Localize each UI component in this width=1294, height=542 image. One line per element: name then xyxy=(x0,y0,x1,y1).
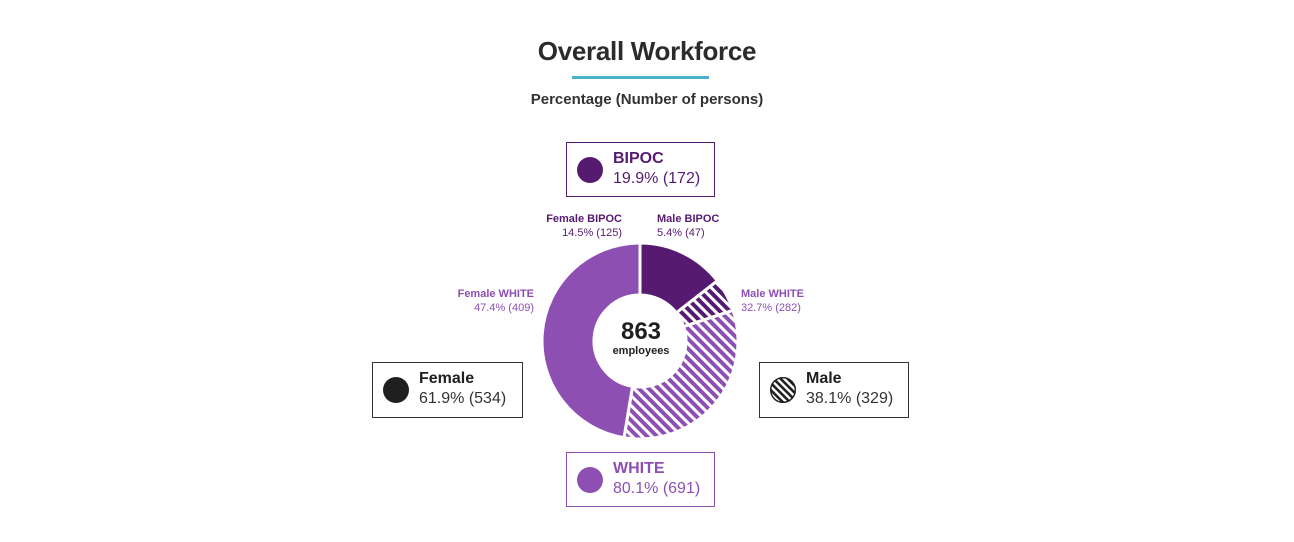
segment-name-female-bipoc: Female BIPOC xyxy=(546,213,622,225)
bipoc-dot-icon xyxy=(577,156,603,183)
center-label: employees xyxy=(612,345,670,357)
segment-name-female-white: Female WHITE xyxy=(457,288,534,300)
white-dot-icon xyxy=(577,466,603,493)
chart-subtitle: Percentage (Number of persons) xyxy=(530,91,764,108)
segment-value-female-white: 47.4% (409) xyxy=(474,302,534,314)
donut-slice-female-white xyxy=(540,241,642,440)
segment-name-male-white: Male WHITE xyxy=(741,288,804,300)
donut-slice-male-white xyxy=(622,308,740,441)
segment-label-male-bipoc: Male BIPOC 5.4% (47) xyxy=(657,212,757,240)
legend-white-value: 80.1% (691) xyxy=(613,480,701,497)
legend-male: Male 38.1% (329) xyxy=(759,362,909,418)
male-hatched-dot-icon xyxy=(770,377,796,403)
legend-male-name: Male xyxy=(806,370,842,387)
segment-label-female-bipoc: Female BIPOC 14.5% (125) xyxy=(522,212,622,240)
legend-male-value: 38.1% (329) xyxy=(806,390,894,407)
segment-label-female-white: Female WHITE 47.4% (409) xyxy=(434,287,534,315)
legend-female-value: 61.9% (534) xyxy=(419,390,507,407)
center-total: 863 xyxy=(620,318,662,345)
segment-name-male-bipoc: Male BIPOC xyxy=(657,213,720,225)
segment-value-male-bipoc: 5.4% (47) xyxy=(657,227,705,239)
legend-bipoc-name: BIPOC xyxy=(613,150,664,167)
legend-female: Female 61.9% (534) xyxy=(372,362,523,418)
legend-white-name: WHITE xyxy=(613,460,665,477)
legend-bipoc-value: 19.9% (172) xyxy=(613,170,701,187)
segment-value-male-white: 32.7% (282) xyxy=(741,302,801,314)
legend-bipoc: BIPOC 19.9% (172) xyxy=(566,142,715,197)
legend-female-name: Female xyxy=(419,370,475,387)
female-dot-icon xyxy=(383,377,409,403)
segment-value-female-bipoc: 14.5% (125) xyxy=(562,227,622,239)
legend-white: WHITE 80.1% (691) xyxy=(566,452,715,507)
chart-title: Overall Workforce xyxy=(537,36,757,66)
segment-label-male-white: Male WHITE 32.7% (282) xyxy=(741,287,841,315)
title-underline xyxy=(572,76,709,79)
